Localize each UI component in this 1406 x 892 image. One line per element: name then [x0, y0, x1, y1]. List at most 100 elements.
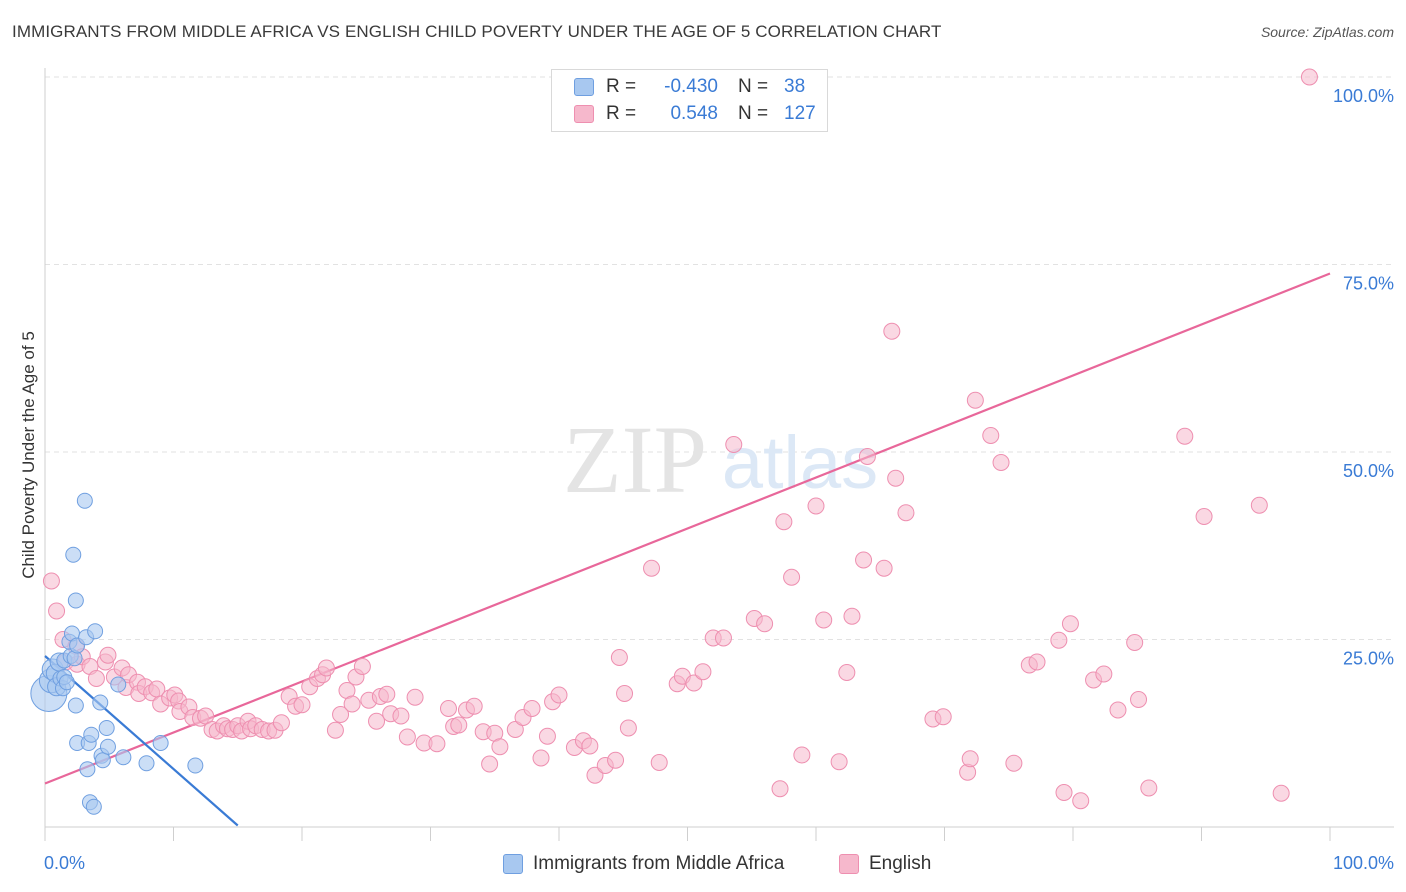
english-point [1095, 665, 1113, 683]
english-point [887, 469, 905, 487]
immigrants-point [76, 492, 93, 509]
english-point [858, 448, 876, 465]
bottom-legend-english: English [839, 853, 931, 875]
chart-title: IMMIGRANTS FROM MIDDLE AFRICA VS ENGLISH… [12, 22, 942, 41]
english-point [581, 737, 599, 755]
english-point [961, 750, 979, 768]
data-points [30, 68, 1318, 815]
english-point [1140, 779, 1158, 797]
english-point [1072, 792, 1090, 810]
english-point [481, 755, 499, 773]
legend-r-value: 0.548 [670, 103, 718, 124]
english-point [465, 697, 483, 715]
english-point [1195, 508, 1213, 525]
english-point [532, 749, 550, 767]
english-point [756, 615, 774, 633]
english-point [619, 719, 637, 737]
english-point [775, 513, 793, 531]
english-point [966, 391, 984, 409]
y-tick-label: 100.0% [1333, 86, 1394, 106]
english-point [368, 712, 386, 730]
english-point [332, 706, 350, 723]
immigrants-point [110, 676, 127, 693]
english-point [406, 688, 424, 706]
y-tick-label: 75.0% [1343, 274, 1394, 294]
immigrants-point [87, 623, 104, 640]
english-point [883, 322, 901, 340]
legend-n-value: 127 [784, 103, 816, 124]
bottom-legend-label: Immigrants from Middle Africa [533, 853, 785, 874]
english-point [1130, 691, 1148, 708]
english-point [982, 427, 1000, 444]
english-point [607, 751, 625, 769]
english-point [793, 746, 811, 764]
english-point [317, 659, 335, 677]
legend-swatch-pink [574, 105, 594, 123]
immigrants-point [94, 752, 111, 769]
english-point [48, 602, 66, 620]
english-point [99, 646, 117, 664]
english-point [1250, 496, 1268, 514]
english-point [610, 649, 628, 666]
english-point [1176, 427, 1194, 445]
legend-swatch-blue [574, 78, 594, 96]
english-point [343, 695, 361, 713]
english-point [1126, 634, 1144, 651]
immigrants-point [83, 726, 100, 743]
english-point [783, 568, 801, 586]
immigrants-point [58, 674, 75, 691]
english-point [1055, 784, 1073, 801]
legend-r-key: R = [606, 103, 637, 124]
english-point [87, 670, 105, 687]
bottom-legend-swatch-blue [503, 854, 523, 874]
immigrants-point [99, 738, 116, 755]
english-point [1061, 615, 1079, 633]
english-point [1272, 784, 1290, 802]
immigrants-point [115, 749, 132, 766]
immigrants-point [187, 757, 204, 774]
legend-row-immigrants: R = -0.430 N = 38 [574, 74, 805, 100]
english-point [992, 454, 1010, 471]
immigrants-point [67, 697, 84, 714]
english-point [897, 504, 915, 522]
english-trend-line [44, 272, 1331, 785]
english-point [1028, 653, 1046, 671]
bottom-legend-label: English [869, 853, 932, 874]
english-point [843, 607, 861, 625]
english-point [42, 572, 60, 590]
legend-n-key: N = [738, 76, 769, 97]
immigrants-point [92, 694, 109, 711]
english-point [714, 629, 732, 647]
english-point [272, 714, 290, 732]
english-point [838, 664, 856, 681]
english-point [725, 436, 743, 453]
english-point [523, 700, 541, 717]
english-point [616, 685, 634, 702]
english-point [538, 727, 556, 745]
gridlines [45, 76, 1394, 640]
immigrants-trend-line [44, 655, 239, 827]
english-point [1050, 631, 1068, 649]
english-point [1005, 754, 1023, 772]
watermark-zip: ZIP [563, 406, 707, 513]
trend-lines [44, 272, 1331, 827]
english-point [353, 658, 371, 675]
immigrants-point [67, 592, 84, 609]
english-point [398, 728, 416, 746]
english-point [586, 766, 604, 784]
x-tick-label: 0.0% [44, 853, 85, 873]
english-point [550, 686, 568, 704]
english-point [855, 551, 873, 569]
english-point [934, 708, 952, 726]
immigrants-point [138, 755, 155, 772]
tick-labels: 25.0% 50.0% 75.0% 100.0% 0.0% 100.0% [44, 86, 1394, 873]
legend-row-english: R = 0.548 N = 127 [574, 101, 816, 127]
english-point [643, 559, 661, 577]
bottom-legend-immigrants: Immigrants from Middle Africa [503, 853, 784, 875]
english-point [815, 611, 833, 629]
immigrants-point [65, 546, 82, 563]
english-point [807, 497, 825, 515]
english-point [326, 721, 344, 739]
legend-n-key: N = [738, 103, 769, 124]
